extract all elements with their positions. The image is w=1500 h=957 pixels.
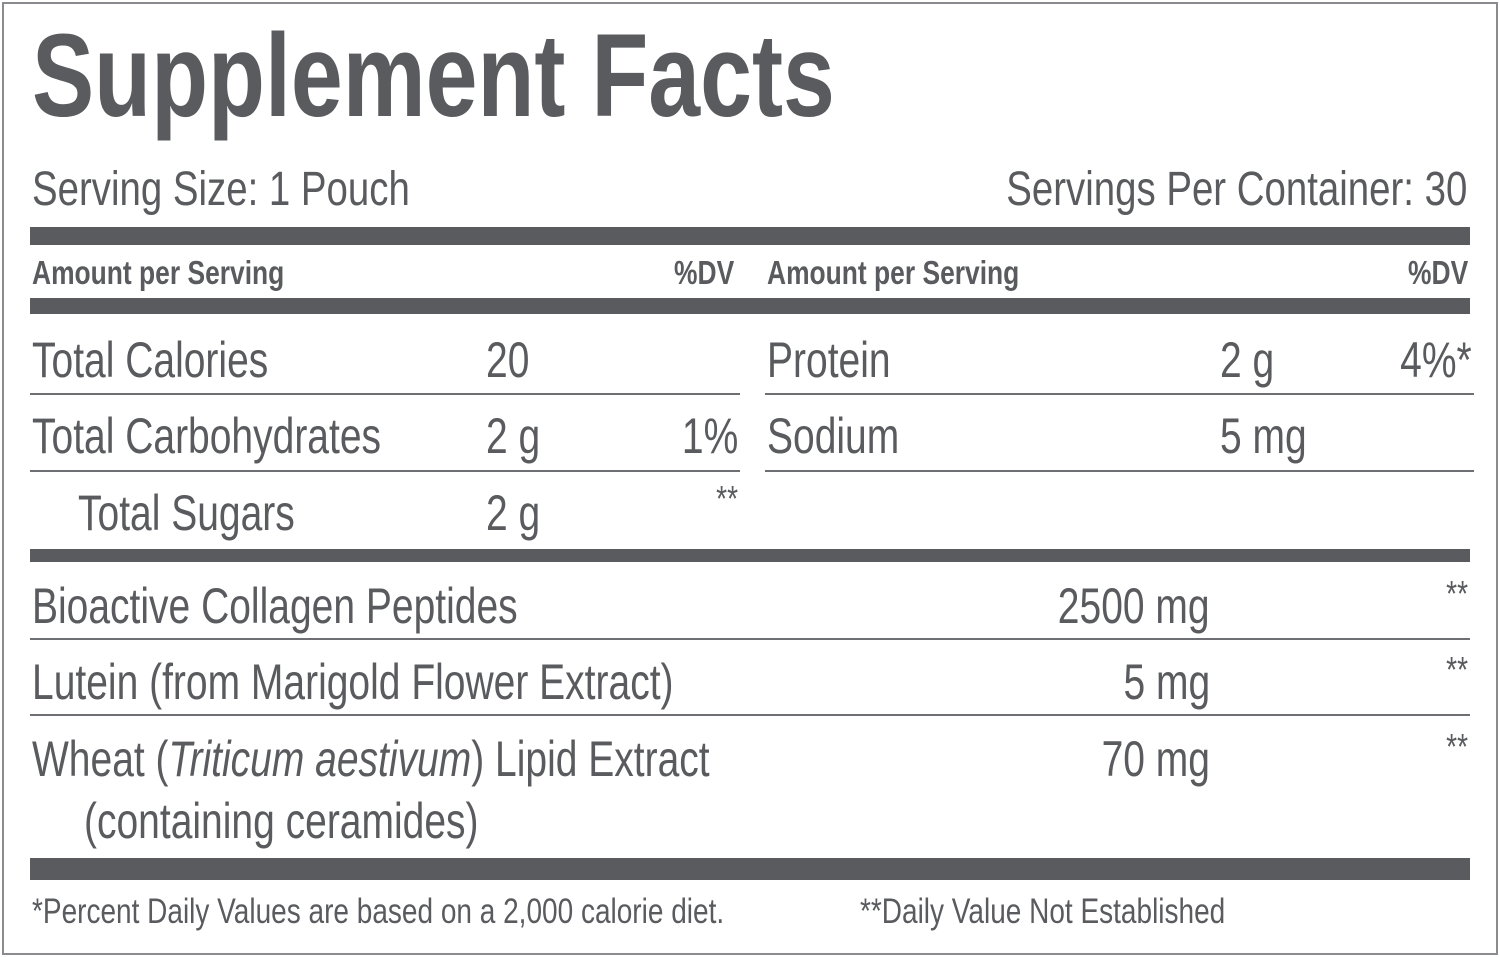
ingredient-name-continued: (containing ceramides) xyxy=(84,792,479,849)
servings-per-container: Servings Per Container: 30 xyxy=(1005,162,1467,216)
ingredient-amount: 5 mg xyxy=(1123,653,1210,710)
nutrient-dv: 4%* xyxy=(1400,331,1472,388)
ingredient-dv: ** xyxy=(1446,649,1468,691)
nutrient-name: Sodium xyxy=(767,407,900,464)
thick-rule xyxy=(30,549,1470,562)
ingredient-name: Lutein (from Marigold Flower Extract) xyxy=(32,653,674,710)
ingredient-name-part: Triticum aestivum xyxy=(168,730,472,787)
ingredient-name-part: ) Lipid Extract xyxy=(471,730,710,787)
row-rule xyxy=(765,393,1474,395)
column-header: Amount per Serving xyxy=(767,253,1020,291)
ingredient-name: Wheat (Triticum aestivum) Lipid Extract xyxy=(32,734,710,784)
ingredient-dv: ** xyxy=(1446,573,1468,615)
serving-size: Serving Size: 1 Pouch xyxy=(32,162,410,216)
nutrient-dv: 1% xyxy=(681,407,738,464)
thick-rule xyxy=(30,227,1470,245)
column-header: Amount per Serving xyxy=(32,253,285,291)
row-rule xyxy=(30,714,1470,716)
row-rule xyxy=(765,470,1474,472)
nutrient-amount: 2 g xyxy=(1220,331,1275,388)
thick-rule xyxy=(30,298,1470,314)
title: Supplement Facts xyxy=(32,10,835,143)
nutrient-name: Protein xyxy=(767,331,891,388)
ingredient-dv: ** xyxy=(1446,726,1468,768)
ingredient-name-part: Wheat ( xyxy=(32,730,169,787)
nutrient-name: Total Carbohydrates xyxy=(32,407,382,464)
nutrient-name: Total Calories xyxy=(32,331,269,388)
ingredient-amount: 70 mg xyxy=(1101,730,1210,787)
nutrient-amount: 5 mg xyxy=(1220,407,1307,464)
nutrient-dv: ** xyxy=(716,478,738,520)
dv-header: %DV xyxy=(673,253,734,291)
ingredient-amount: 2500 mg xyxy=(1058,577,1210,634)
nutrient-amount: 20 xyxy=(486,331,530,388)
row-rule xyxy=(30,470,740,472)
nutrient-amount: 2 g xyxy=(486,484,541,541)
row-rule xyxy=(30,638,1470,640)
footnote: *Percent Daily Values are based on a 2,0… xyxy=(32,891,725,931)
ingredient-name: Bioactive Collagen Peptides xyxy=(32,577,518,634)
nutrient-name: Total Sugars xyxy=(78,484,295,541)
row-rule xyxy=(30,393,740,395)
footnote: **Daily Value Not Established xyxy=(860,891,1226,931)
nutrient-amount: 2 g xyxy=(486,407,541,464)
thick-rule xyxy=(30,858,1470,880)
dv-header: %DV xyxy=(1407,253,1468,291)
